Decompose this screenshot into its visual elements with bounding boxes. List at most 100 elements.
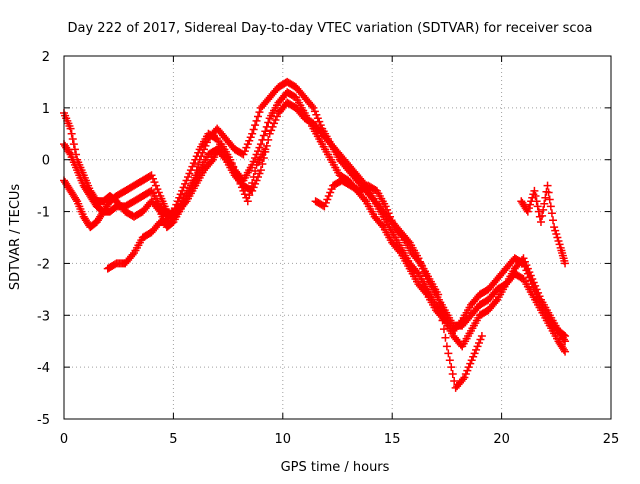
data-point	[455, 319, 464, 328]
data-point	[313, 114, 322, 123]
data-point	[474, 338, 483, 347]
data-point	[218, 131, 227, 140]
data-point	[439, 325, 448, 334]
x-tick-label: 15	[384, 432, 401, 447]
data-point	[264, 135, 273, 144]
grid-lines	[64, 56, 611, 419]
data-point	[441, 333, 450, 342]
data-point	[413, 255, 422, 264]
data-point	[72, 195, 81, 204]
data-point	[551, 226, 560, 235]
data-point	[148, 174, 157, 183]
y-axis-label: SDTVAR / TECUs	[8, 184, 23, 291]
data-point	[84, 188, 93, 197]
data-point	[240, 190, 249, 199]
data-point	[464, 363, 473, 372]
data-point	[312, 110, 321, 119]
data-point	[549, 216, 558, 225]
data-point	[127, 198, 136, 207]
data-point	[499, 268, 508, 277]
data-point	[315, 126, 324, 135]
data-point	[533, 202, 542, 211]
data-point	[64, 147, 73, 156]
data-point	[545, 195, 554, 204]
data-point	[191, 155, 200, 164]
data-point	[307, 102, 316, 111]
data-point	[326, 188, 335, 197]
data-point	[232, 169, 241, 178]
data-point	[245, 191, 254, 200]
data-point	[481, 287, 490, 296]
data-point	[332, 147, 341, 156]
data-point	[500, 282, 509, 291]
data-point	[383, 205, 392, 214]
data-point	[538, 211, 547, 220]
data-point	[534, 207, 543, 216]
data-point	[359, 193, 368, 202]
plot-border	[63, 55, 612, 420]
data-point	[246, 163, 255, 172]
data-point	[350, 167, 359, 176]
plot-frame	[63, 55, 612, 420]
data-point	[179, 200, 188, 209]
data-point	[321, 198, 330, 207]
data-point	[254, 112, 263, 121]
data-point	[526, 276, 535, 285]
data-point	[70, 193, 79, 202]
data-point	[246, 185, 255, 194]
data-point	[317, 200, 326, 209]
data-point	[118, 188, 127, 197]
data-point	[516, 257, 525, 266]
x-axis-label: GPS time / hours	[281, 460, 390, 475]
data-point	[466, 359, 475, 368]
data-point	[252, 116, 261, 125]
data-point	[249, 125, 258, 134]
x-tick-label: 10	[275, 432, 292, 447]
data-point	[181, 198, 190, 207]
data-point	[289, 81, 298, 90]
data-point	[376, 219, 385, 228]
data-point	[469, 352, 478, 361]
data-point	[531, 192, 540, 201]
x-tick-label: 0	[60, 432, 68, 447]
data-point	[341, 157, 350, 166]
data-point	[268, 122, 277, 131]
data-point	[325, 153, 334, 162]
data-point	[528, 280, 537, 289]
data-points	[60, 77, 570, 392]
data-point	[65, 148, 74, 157]
data-point	[236, 179, 245, 188]
data-point	[467, 356, 476, 365]
data-point	[324, 136, 333, 145]
data-point	[251, 153, 260, 162]
data-point	[242, 143, 251, 152]
data-point	[255, 169, 264, 178]
data-point	[135, 193, 144, 202]
data-point	[135, 209, 144, 218]
data-point	[192, 152, 201, 161]
data-point	[369, 194, 378, 203]
data-point	[297, 110, 306, 119]
data-point	[170, 211, 179, 220]
data-point	[127, 183, 136, 192]
data-point	[491, 297, 500, 306]
data-point	[271, 115, 280, 124]
data-point	[243, 197, 252, 206]
data-point	[539, 205, 548, 214]
data-point	[256, 166, 265, 175]
data-point	[179, 183, 188, 192]
data-point	[109, 261, 118, 270]
data-point	[270, 119, 279, 128]
data-point	[189, 184, 198, 193]
data-point	[261, 127, 270, 136]
data-point	[243, 140, 252, 149]
data-point	[380, 199, 389, 208]
data-point	[536, 217, 545, 226]
data-point	[306, 117, 315, 126]
data-point	[153, 221, 162, 230]
data-point	[458, 375, 467, 384]
y-tick-label: -1	[37, 206, 50, 221]
data-point	[559, 345, 568, 354]
